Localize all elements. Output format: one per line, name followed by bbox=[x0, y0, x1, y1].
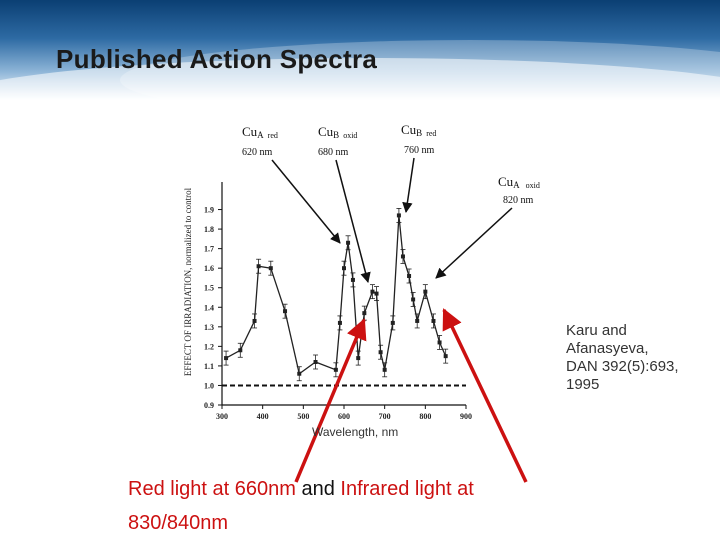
annotation-cub-red-wavelength: 760 nm bbox=[404, 145, 435, 156]
data-point bbox=[268, 266, 273, 271]
arrow-cub-red bbox=[402, 157, 415, 214]
y-tick-label: 1.6 bbox=[204, 264, 214, 273]
data-point bbox=[350, 277, 355, 282]
data-point bbox=[407, 274, 412, 278]
data-point bbox=[224, 356, 229, 361]
red-arrow-660nm bbox=[294, 318, 367, 483]
y-tick-label: 1.4 bbox=[204, 303, 214, 312]
data-point bbox=[378, 350, 383, 355]
data-point bbox=[346, 240, 351, 245]
arrow-cua-red bbox=[271, 159, 341, 244]
x-tick-label: 900 bbox=[460, 412, 472, 421]
annotation-cua-red: CuA red 620 nm bbox=[242, 124, 278, 158]
data-point bbox=[337, 320, 342, 325]
data-point bbox=[423, 289, 428, 294]
y-tick-label: 0.9 bbox=[204, 401, 214, 410]
data-point bbox=[362, 311, 367, 316]
data-point bbox=[297, 371, 302, 376]
y-tick-label: 1.9 bbox=[204, 206, 214, 215]
citation-line: Karu and bbox=[566, 322, 627, 339]
annotation-cub-oxid: CuB oxid 680 nm bbox=[318, 124, 357, 158]
data-point bbox=[411, 297, 416, 302]
x-tick-label: 500 bbox=[297, 412, 309, 421]
data-point bbox=[431, 318, 436, 323]
x-axis-label: Wavelength, nm bbox=[312, 425, 399, 439]
data-point bbox=[415, 318, 420, 323]
annotation-cua-red-wavelength: 620 nm bbox=[242, 147, 273, 158]
slide-title: Published Action Spectra bbox=[56, 44, 378, 74]
bottom-caption: Red light at 660nm and Infrared light at… bbox=[128, 472, 608, 540]
data-point bbox=[333, 367, 338, 372]
citation: Karu and Afanasyeva, DAN 392(5):693, 199… bbox=[566, 322, 679, 394]
series-line bbox=[225, 215, 447, 375]
y-tick-label: 1.3 bbox=[204, 323, 214, 332]
data-point bbox=[252, 318, 257, 323]
x-tick-label: 600 bbox=[338, 412, 350, 421]
citation-line: Afanasyeva, bbox=[566, 340, 649, 357]
x-tick-label: 400 bbox=[257, 412, 269, 421]
y-tick-label: 1.1 bbox=[204, 362, 214, 371]
annotation-cua-oxid: CuA oxid 820 nm bbox=[498, 174, 540, 206]
data-point bbox=[342, 266, 346, 271]
plot-area bbox=[222, 208, 466, 387]
y-tick-label: 1.8 bbox=[204, 225, 214, 234]
x-tick-label: 300 bbox=[216, 412, 228, 421]
y-tick-label: 1.7 bbox=[204, 245, 214, 254]
caption-infrared: Infrared light at bbox=[340, 478, 474, 500]
chart-axes bbox=[218, 182, 467, 409]
data-point bbox=[256, 264, 261, 269]
data-point bbox=[400, 254, 405, 259]
citation-line: DAN 392(5):693, bbox=[566, 358, 679, 375]
y-tick-label: 1.5 bbox=[204, 284, 214, 293]
arrow-cua-oxid bbox=[435, 207, 513, 279]
data-point bbox=[374, 291, 379, 296]
data-point bbox=[238, 348, 243, 353]
x-tick-label: 800 bbox=[419, 412, 431, 421]
arrow-cub-oxid bbox=[335, 159, 371, 284]
x-tick-labels: 300 400 500 600 700 800 900 bbox=[216, 412, 472, 421]
data-point bbox=[382, 367, 387, 372]
data-point bbox=[356, 356, 361, 361]
y-tick-label: 1.0 bbox=[204, 381, 214, 390]
data-point bbox=[313, 360, 318, 364]
data-point bbox=[396, 213, 401, 218]
caption-and: and bbox=[301, 478, 335, 500]
data-point bbox=[390, 320, 395, 325]
y-tick-labels: 0.9 1.0 1.1 1.2 1.3 1.4 1.5 1.6 1.7 1.8 1.9 bbox=[204, 206, 214, 410]
x-tick-label: 700 bbox=[379, 412, 391, 421]
caption-wavelengths: 830/840nm bbox=[128, 512, 229, 534]
annotation-cua-oxid-wavelength: 820 nm bbox=[503, 195, 534, 206]
data-point bbox=[370, 289, 375, 294]
data-point bbox=[443, 354, 448, 359]
caption-red-light: Red light at 660nm bbox=[128, 478, 296, 500]
citation-line: 1995 bbox=[566, 376, 600, 393]
data-point bbox=[283, 309, 288, 314]
red-arrow-830nm bbox=[442, 308, 528, 483]
annotation-cub-oxid-wavelength: 680 nm bbox=[318, 147, 349, 158]
data-point bbox=[437, 340, 442, 345]
annotation-cub-red: CuB red 760 nm bbox=[401, 122, 436, 156]
y-tick-label: 1.2 bbox=[204, 342, 214, 351]
header-banner bbox=[0, 0, 720, 100]
y-axis-label: EFFECT OF IRRADIATION, normalized to con… bbox=[183, 187, 193, 376]
